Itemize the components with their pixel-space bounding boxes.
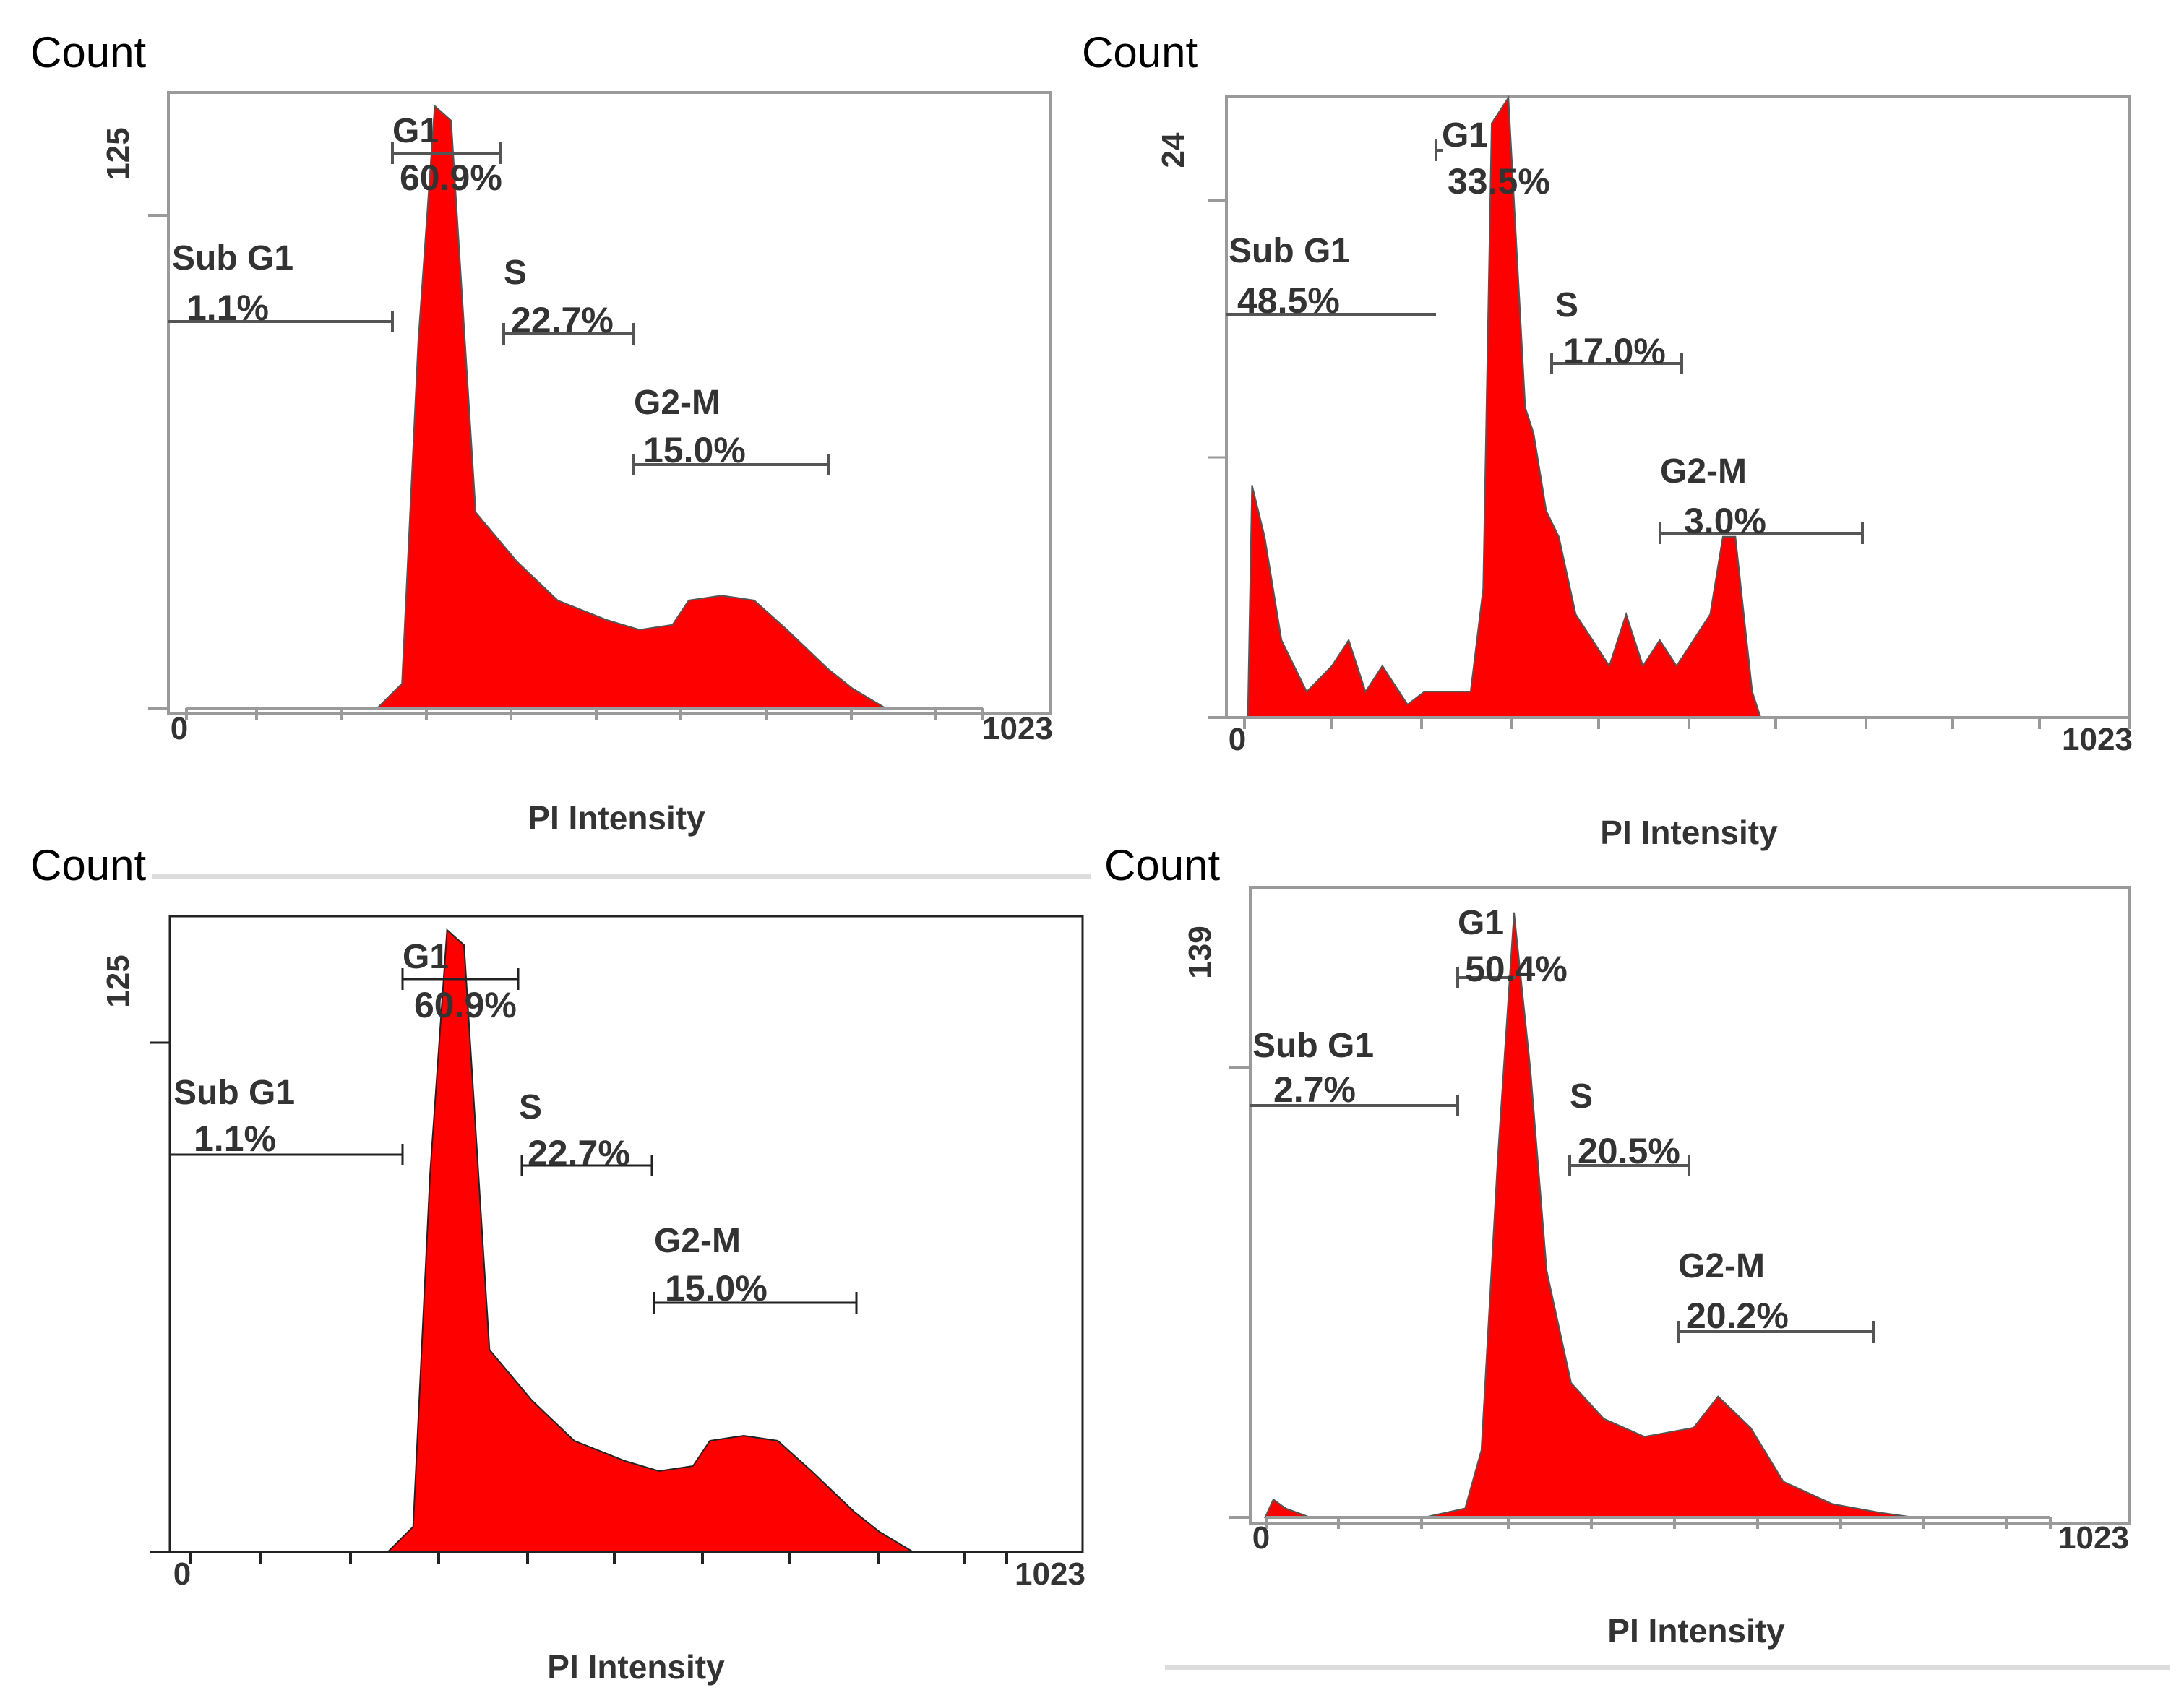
panel-0-gate-g2m-pct: 15.0% <box>643 430 746 470</box>
panel-2-ymax-label: 125 <box>100 954 136 1007</box>
panel-bottom-left: Count 125 0 1023 PI Intensity Sub G1 1.1… <box>30 841 1085 1686</box>
panel-3-xlabel: PI Intensity <box>1607 1612 1785 1650</box>
panel-top-right: Count 24 0 1023 PI Intensity Sub G1 48.5… <box>1082 28 2133 851</box>
panel-3-gate-s-pct: 20.5% <box>1578 1131 1680 1171</box>
panel-1-gate-g1-pct: 33.5% <box>1448 161 1550 202</box>
panel-2-xmin-label: 0 <box>173 1556 191 1592</box>
panel-0-x-ticks <box>185 708 984 720</box>
panel-2-x-ticks <box>189 1552 1008 1564</box>
panel-3-histogram <box>1264 912 1914 1518</box>
panel-1-plot-frame <box>1225 95 2131 719</box>
panel-2-gate-s-name: S <box>519 1088 542 1126</box>
panel-0-ymax-label: 125 <box>100 127 136 180</box>
panel-2-gate-lines <box>170 968 858 1314</box>
panel-2-gate-g2m-name: G2-M <box>654 1222 741 1260</box>
panel-3-gate-g1-name: G1 <box>1458 904 1504 942</box>
panel-1-xmax-label: 1023 <box>2062 722 2133 757</box>
panel-0-gate-s-pct: 22.7% <box>511 300 614 340</box>
panel-1-ymax-label: 24 <box>1156 132 1191 168</box>
panel-2-gate-g2m-pct: 15.0% <box>665 1268 768 1309</box>
panel-3-x-ticks <box>1265 1517 2052 1529</box>
panel-3-gate-lines <box>1250 967 1875 1343</box>
panel-bottom-right: Count 139 0 1023 PI Intensity Sub G1 2.7… <box>1104 841 2131 1650</box>
panel-1-x-ticks <box>1243 717 2131 729</box>
panel-3-gate-subg1-name: Sub G1 <box>1252 1027 1374 1065</box>
panel-3-gate-g2m-name: G2-M <box>1678 1247 1765 1285</box>
panel-1-count-label: Count <box>1082 28 1198 77</box>
panel-2-xmax-label: 1023 <box>1015 1556 1085 1592</box>
panel-1-xmin-label: 0 <box>1229 722 1246 757</box>
panel-2-count-label: Count <box>30 841 146 889</box>
panel-0-gate-g1-pct: 60.9% <box>400 158 502 198</box>
panel-2-gate-subg1-pct: 1.1% <box>194 1119 276 1159</box>
panel-1-gate-subg1-name: Sub G1 <box>1229 232 1350 270</box>
panel-2-gate-s-pct: 22.7% <box>528 1133 630 1173</box>
panel-1-gate-lines <box>1226 139 1864 544</box>
panel-0-plot-frame <box>167 91 1052 715</box>
panel-1-gate-g2m-pct: 3.0% <box>1684 501 1766 541</box>
panel-1-gate-s-pct: 17.0% <box>1563 331 1666 371</box>
panel-3-gate-g2m-pct: 20.2% <box>1686 1296 1789 1336</box>
panel-3-ymax-label: 139 <box>1182 926 1218 978</box>
panel-2-gate-subg1-name: Sub G1 <box>173 1074 295 1112</box>
panel-3-gate-s-name: S <box>1570 1077 1593 1116</box>
panel-2-plot-frame <box>168 915 1084 1553</box>
panel-1-xlabel: PI Intensity <box>1600 814 1778 851</box>
panel-0-gate-subg1-pct: 1.1% <box>186 288 269 328</box>
panel-0-gate-subg1-name: Sub G1 <box>172 239 293 277</box>
panel-0-gate-g2m-name: G2-M <box>634 384 721 422</box>
panel-1-gate-g2m-name: G2-M <box>1660 452 1747 491</box>
panel-1-gate-g1-name: G1 <box>1442 116 1488 155</box>
panel-0-count-label: Count <box>30 28 146 77</box>
panel-3-gate-subg1-pct: 2.7% <box>1273 1069 1356 1110</box>
panel-2-histogram <box>386 928 916 1553</box>
panel-3-xmax-label: 1023 <box>2058 1520 2129 1556</box>
panel-2-gate-g1-pct: 60.9% <box>414 985 517 1025</box>
panel-0-gate-g1-name: G1 <box>392 112 439 150</box>
panel-3-plot-frame <box>1249 886 2131 1525</box>
panel-0-xmin-label: 0 <box>171 711 188 746</box>
panel-0-histogram <box>375 104 888 709</box>
panel-2-xlabel: PI Intensity <box>547 1648 725 1686</box>
panel-1-histogram <box>1247 95 1762 718</box>
panel-3-xmin-label: 0 <box>1252 1520 1270 1556</box>
panel-1-gate-s-name: S <box>1555 286 1578 324</box>
panel-3-count-label: Count <box>1104 841 1220 889</box>
panel-0-xlabel: PI Intensity <box>528 799 705 837</box>
panel-0-xmax-label: 1023 <box>982 711 1053 746</box>
panel-3-gate-g1-pct: 50.4% <box>1465 949 1568 989</box>
panel-1-gate-subg1-pct: 48.5% <box>1237 280 1340 321</box>
panel-top-left: Count 125 0 1023 PI Intensity Sub G1 1.1… <box>30 28 1053 837</box>
panel-0-gate-s-name: S <box>504 254 527 292</box>
panel-2-gate-g1-name: G1 <box>403 938 449 976</box>
panel-0-gate-lines <box>168 142 830 475</box>
